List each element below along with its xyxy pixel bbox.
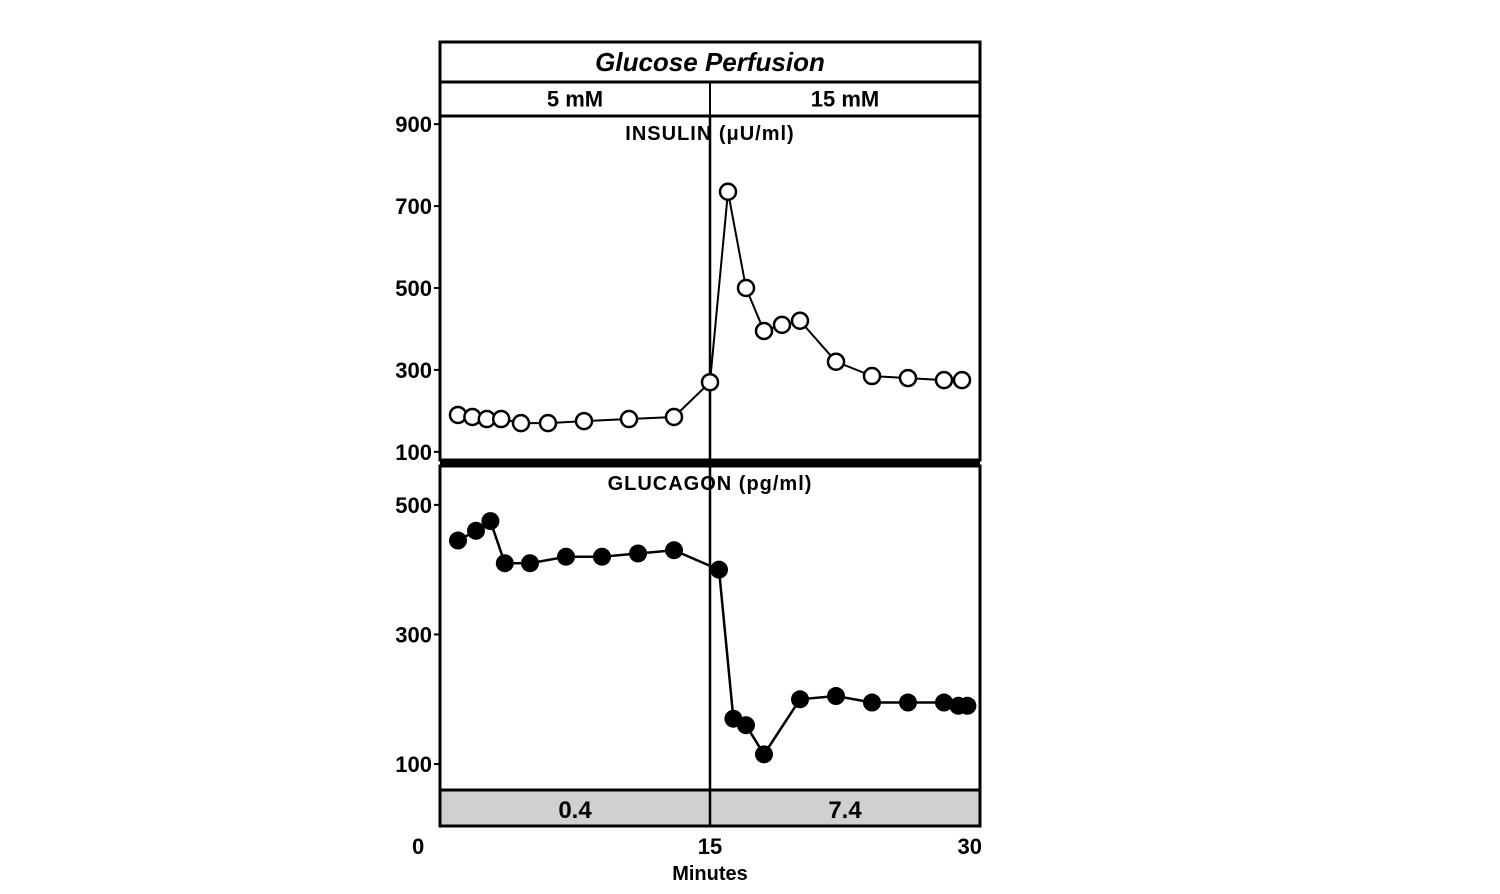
ytick-label: 500 [395,276,432,301]
ytick-label: 500 [395,493,432,518]
data-point [737,716,755,734]
data-point [936,372,952,388]
data-point [828,354,844,370]
data-point [666,409,682,425]
data-point [756,323,772,339]
panel-title-insulin: INSULIN (μU/ml) [625,123,794,145]
header-left-label: 5 mM [547,86,603,111]
data-point [540,415,556,431]
xtick-label: 15 [698,834,722,859]
data-point [665,541,683,559]
ytick-label: 900 [395,112,432,137]
data-point [513,415,529,431]
data-point [629,544,647,562]
data-point [954,372,970,388]
data-point [493,411,509,427]
data-point [958,697,976,715]
data-point [792,313,808,329]
data-point [738,280,754,296]
figure-container: Glucose Perfusion5 mM15 mMINSULIN (μU/ml… [0,0,1500,894]
panel-title-glucagon: GLUCAGON (pg/ml) [608,473,813,495]
data-point [521,554,539,572]
data-point [755,745,773,763]
data-point [864,368,880,384]
data-point [621,411,637,427]
data-point [481,512,499,530]
data-point [827,687,845,705]
data-point [449,532,467,550]
data-point [710,561,728,579]
x-axis-label: Minutes [672,863,748,885]
data-point [496,554,514,572]
ytick-label: 100 [395,752,432,777]
ytick-label: 300 [395,358,432,383]
data-point [899,694,917,712]
ytick-label: 300 [395,622,432,647]
ytick-label: 700 [395,194,432,219]
data-point [774,317,790,333]
panel-glucagon: GLUCAGON (pg/ml) 100 300 500 [395,466,980,790]
ytick-label: 100 [395,440,432,465]
data-point [557,548,575,566]
figure-svg: Glucose Perfusion5 mM15 mMINSULIN (μU/ml… [0,0,1500,894]
data-point [576,413,592,429]
data-point [702,374,718,390]
footer-left-value: 0.4 [558,797,592,824]
data-point [900,370,916,386]
header-title: Glucose Perfusion [595,47,825,77]
xtick-label: 0 [412,834,424,859]
panel-insulin: INSULIN (μU/ml) 100 300 500 700 900 [395,112,980,465]
data-point [791,690,809,708]
data-point [863,694,881,712]
xtick-label: 30 [958,834,982,859]
header-right-label: 15 mM [811,86,879,111]
data-point [720,184,736,200]
data-point [593,548,611,566]
footer-right-value: 7.4 [828,797,862,824]
